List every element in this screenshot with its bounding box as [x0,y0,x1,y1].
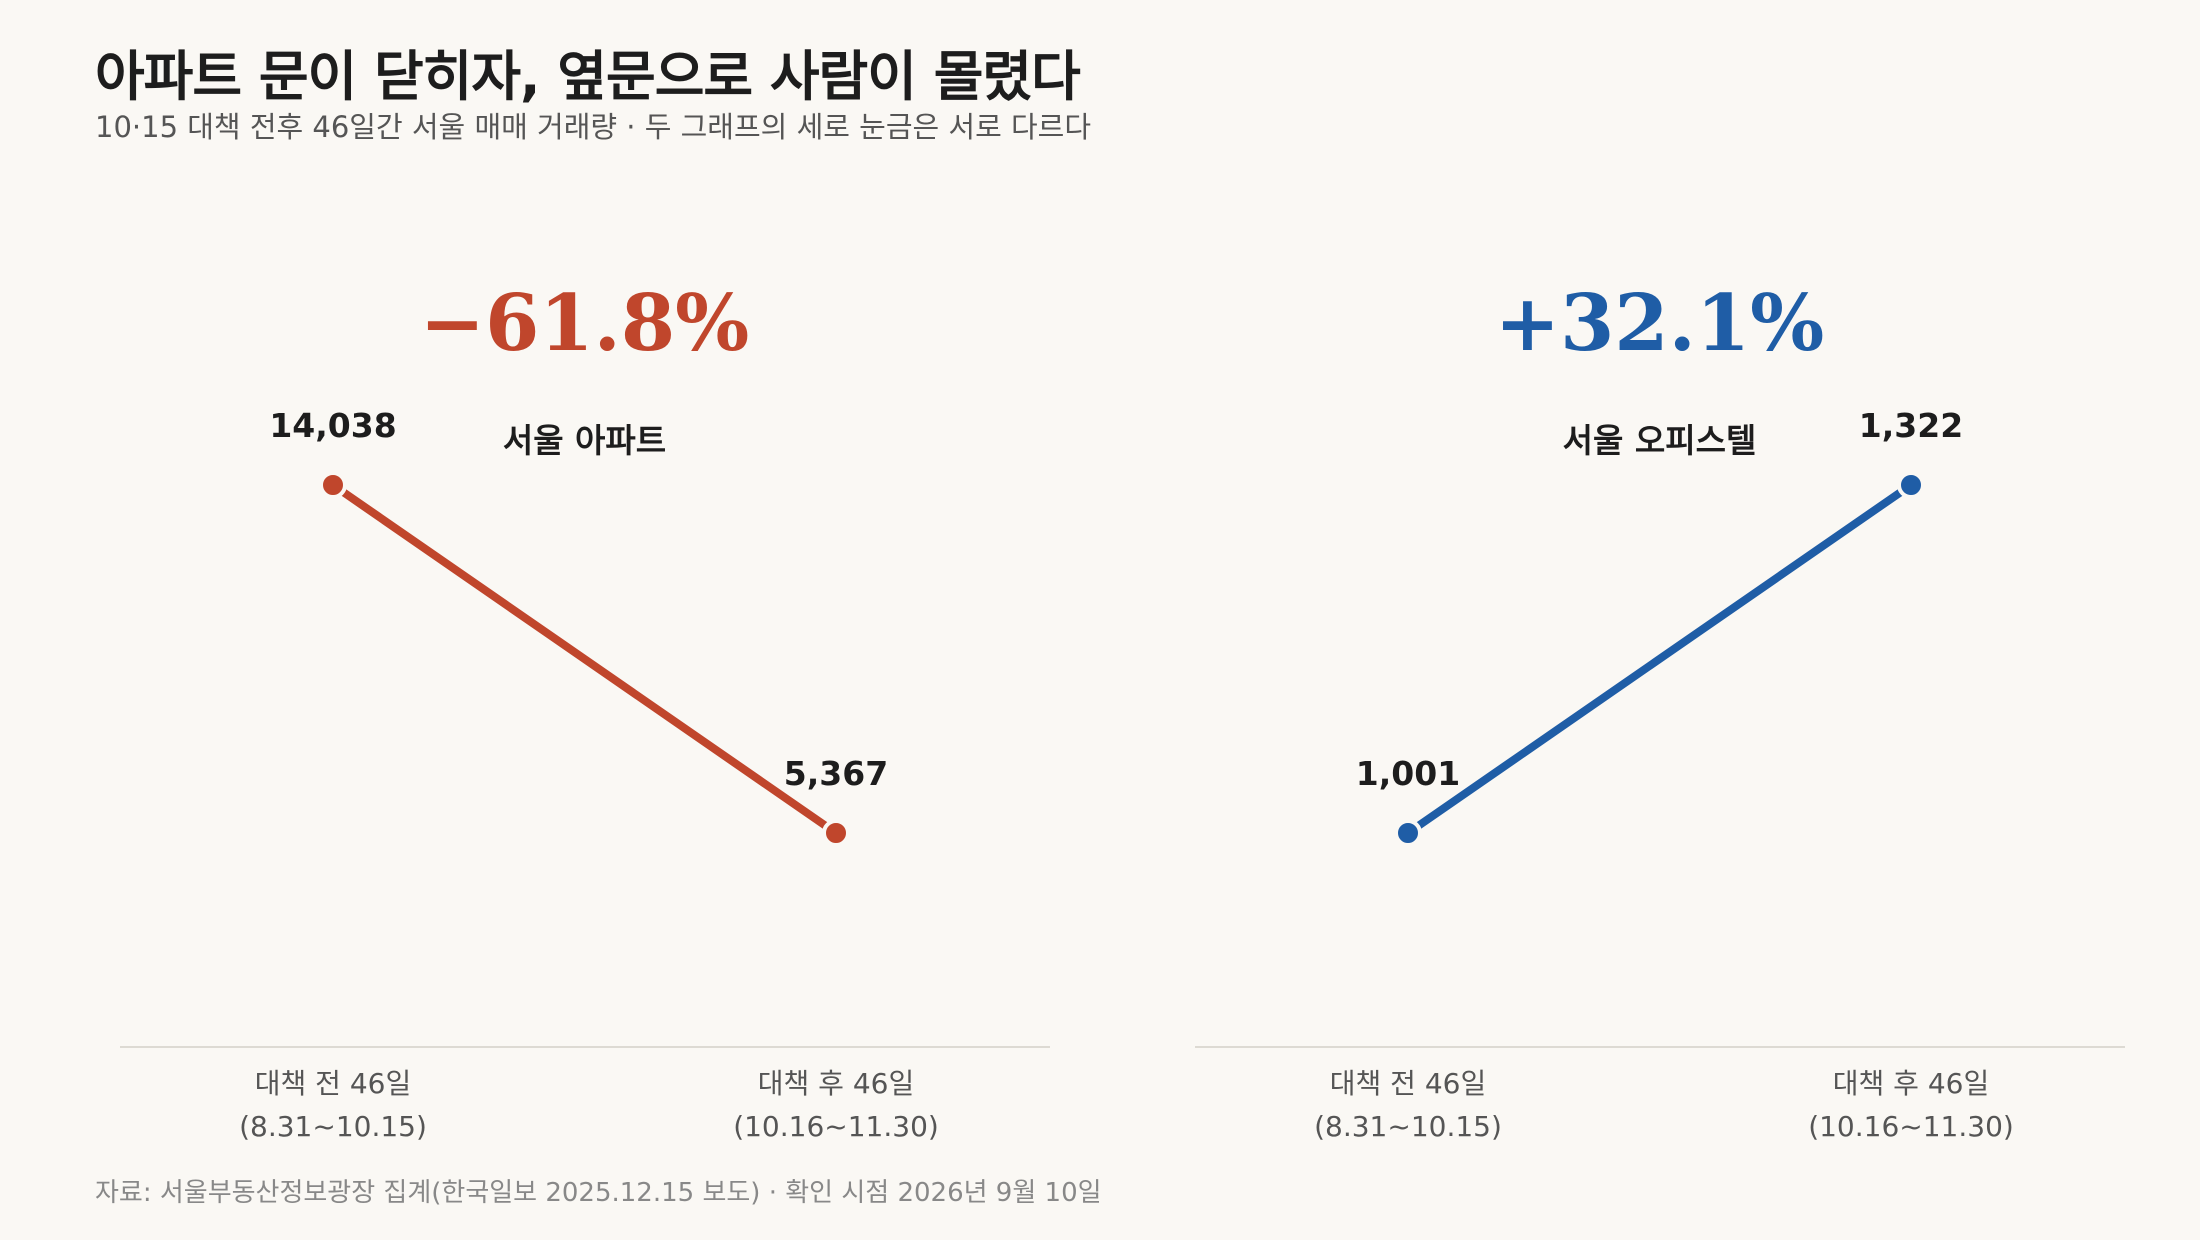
chart-title: 아파트 문이 닫히자, 옆문으로 사람이 몰렸다 [95,45,1081,108]
officetel-tick-label-2: 대책 후 46일 [1833,1067,1989,1100]
apartment-point-1 [319,471,347,499]
officetel-tick-sublabel-1: (8.31~10.15) [1314,1110,1502,1143]
chart-subtitle: 10·15 대책 전후 46일간 서울 매매 거래량 · 두 그래프의 세로 눈… [95,110,1092,144]
apartment-tick-sublabel-1: (8.31~10.15) [239,1110,427,1143]
officetel-series-line [1404,481,1915,837]
source-note: 자료: 서울부동산정보광장 집계(한국일보 2025.12.15 보도) · 확… [95,1178,1102,1208]
officetel-point-2 [1897,471,1925,499]
officetel-tick-sublabel-2: (10.16~11.30) [1808,1110,2014,1143]
apartment-tick-sublabel-2: (10.16~11.30) [733,1110,939,1143]
apartment-series-line [329,481,840,837]
apartment-point-2 [822,819,850,847]
apartment-tick-label-2: 대책 후 46일 [758,1067,914,1100]
apartment-change-label: −61.8% [420,278,749,369]
officetel-series-label: 서울 오피스텔 [1563,421,1757,460]
officetel-change-label: +32.1% [1495,278,1824,369]
apartment-tick-label-1: 대책 전 46일 [255,1067,411,1100]
apartment-value-label-1: 14,038 [269,406,396,445]
apartment-value-label-2: 5,367 [784,754,888,793]
officetel-value-label-1: 1,001 [1356,754,1460,793]
officetel-point-1 [1394,819,1422,847]
officetel-tick-label-1: 대책 전 46일 [1330,1067,1486,1100]
apartment-series-label: 서울 아파트 [503,421,666,460]
officetel-value-label-2: 1,322 [1859,406,1963,445]
